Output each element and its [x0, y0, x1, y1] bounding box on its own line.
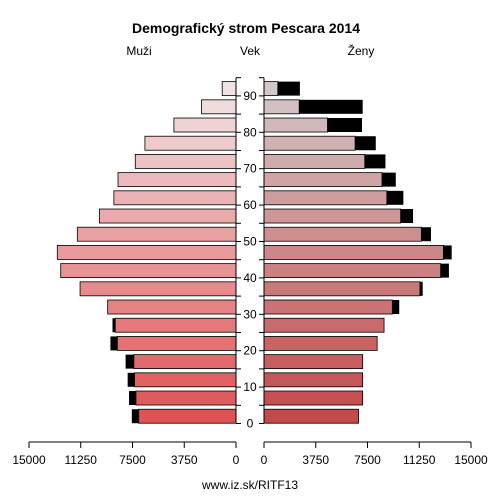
- female-bar-90+: [263, 81, 279, 97]
- male-bar-15-19: [133, 354, 237, 370]
- female-bar-20-24: [263, 336, 378, 351]
- age-label-50: 50: [243, 235, 257, 249]
- female-bar-65-69: [263, 172, 383, 188]
- female-bar-10-14: [263, 372, 364, 388]
- plot-area: 90 80 70 60 50 40 30 20 10 0 15000 11250 7500 3750 0 0 3…: [12, 77, 488, 467]
- female-bar-70-74: [263, 154, 366, 169]
- male-excess-bar-25-29: [112, 318, 116, 333]
- male-excess-bar-0-4: [131, 409, 139, 424]
- male-bar-35-39: [79, 281, 237, 297]
- age-label-30: 30: [243, 307, 257, 321]
- male-bar-5-9: [135, 390, 237, 406]
- female-excess-bar-60-64: [386, 190, 404, 205]
- age-label-10: 10: [243, 380, 257, 394]
- female-excess-bar-65-69: [381, 172, 396, 187]
- male-bar-25-29: [114, 317, 237, 333]
- male-bar-20-24: [116, 336, 237, 351]
- left-x-tick-label-0: 0: [233, 453, 240, 467]
- female-bar-55-59: [263, 208, 402, 224]
- female-bar-80-84: [263, 117, 328, 133]
- male-bar-40-44: [60, 263, 237, 279]
- age-label-70: 70: [243, 162, 257, 176]
- female-excess-bar-80-84: [327, 118, 362, 133]
- age-label-20: 20: [243, 344, 257, 358]
- female-bar-45-49: [263, 245, 444, 260]
- age-label-0: 0: [247, 417, 254, 431]
- left-x-tick-label-11250: 11250: [65, 453, 98, 467]
- male-excess-bar-15-19: [125, 354, 134, 369]
- female-bar-0-4: [263, 408, 359, 424]
- female-excess-bar-55-59: [400, 209, 414, 224]
- male-bar-30-34: [107, 299, 237, 315]
- female-excess-bar-40-44: [440, 263, 449, 278]
- female-bar-25-29: [263, 317, 385, 333]
- left-x-tick-label-7500: 7500: [119, 453, 146, 467]
- female-excess-bar-50-54: [421, 227, 431, 242]
- age-label-90: 90: [243, 89, 257, 103]
- female-bar-85-89: [263, 99, 300, 115]
- male-bar-0-4: [138, 408, 237, 424]
- female-excess-bar-30-34: [392, 300, 400, 315]
- right-x-tick-label-0: 0: [261, 453, 268, 467]
- female-bar-75-79: [263, 135, 356, 151]
- male-excess-bar-20-24: [110, 336, 118, 351]
- age-label-80: 80: [243, 125, 257, 139]
- female-excess-bar-35-39: [419, 281, 423, 296]
- left-x-tick-label-15000: 15000: [12, 453, 46, 467]
- female-excess-bar-75-79: [355, 136, 376, 151]
- right-series-header: Ženy: [348, 43, 375, 58]
- chart-title: Demografický strom Pescara 2014: [132, 20, 360, 36]
- left-series-header: Muži: [126, 44, 151, 58]
- female-excess-bar-90+: [277, 81, 300, 96]
- male-excess-bar-10-14: [127, 372, 135, 387]
- female-excess-bar-45-49: [443, 245, 452, 260]
- female-bar-15-19: [263, 354, 364, 370]
- female-bar-30-34: [263, 299, 393, 315]
- male-bar-85-89: [201, 99, 237, 115]
- female-excess-bar-85-89: [299, 99, 363, 114]
- female-bar-60-64: [263, 190, 388, 206]
- right-x-tick-label-3750: 3750: [302, 453, 329, 467]
- male-bar-10-14: [134, 372, 237, 388]
- female-bar-40-44: [263, 263, 442, 279]
- male-bar-80-84: [173, 117, 237, 133]
- female-bar-50-54: [263, 226, 422, 242]
- female-bar-5-9: [263, 390, 364, 406]
- male-bar-55-59: [98, 208, 237, 224]
- age-axis-header: Vek: [240, 44, 261, 58]
- right-x-tick-label-15000: 15000: [454, 453, 488, 467]
- male-bar-70-74: [134, 154, 237, 169]
- male-bar-60-64: [113, 190, 237, 206]
- male-excess-bar-5-9: [129, 391, 136, 406]
- male-bar-75-79: [144, 135, 237, 151]
- source-footer: www.iz.sk/RITF13: [201, 478, 298, 492]
- right-x-tick-label-11250: 11250: [403, 453, 436, 467]
- male-bar-65-69: [117, 172, 237, 188]
- age-label-60: 60: [243, 198, 257, 212]
- male-bar-90+: [221, 81, 237, 97]
- female-bar-35-39: [263, 281, 421, 297]
- left-x-tick-label-3750: 3750: [171, 453, 198, 467]
- male-bar-50-54: [76, 226, 237, 242]
- male-bar-45-49: [56, 245, 237, 260]
- right-x-tick-label-7500: 7500: [354, 453, 381, 467]
- age-label-40: 40: [243, 271, 257, 285]
- female-excess-bar-70-74: [364, 154, 386, 169]
